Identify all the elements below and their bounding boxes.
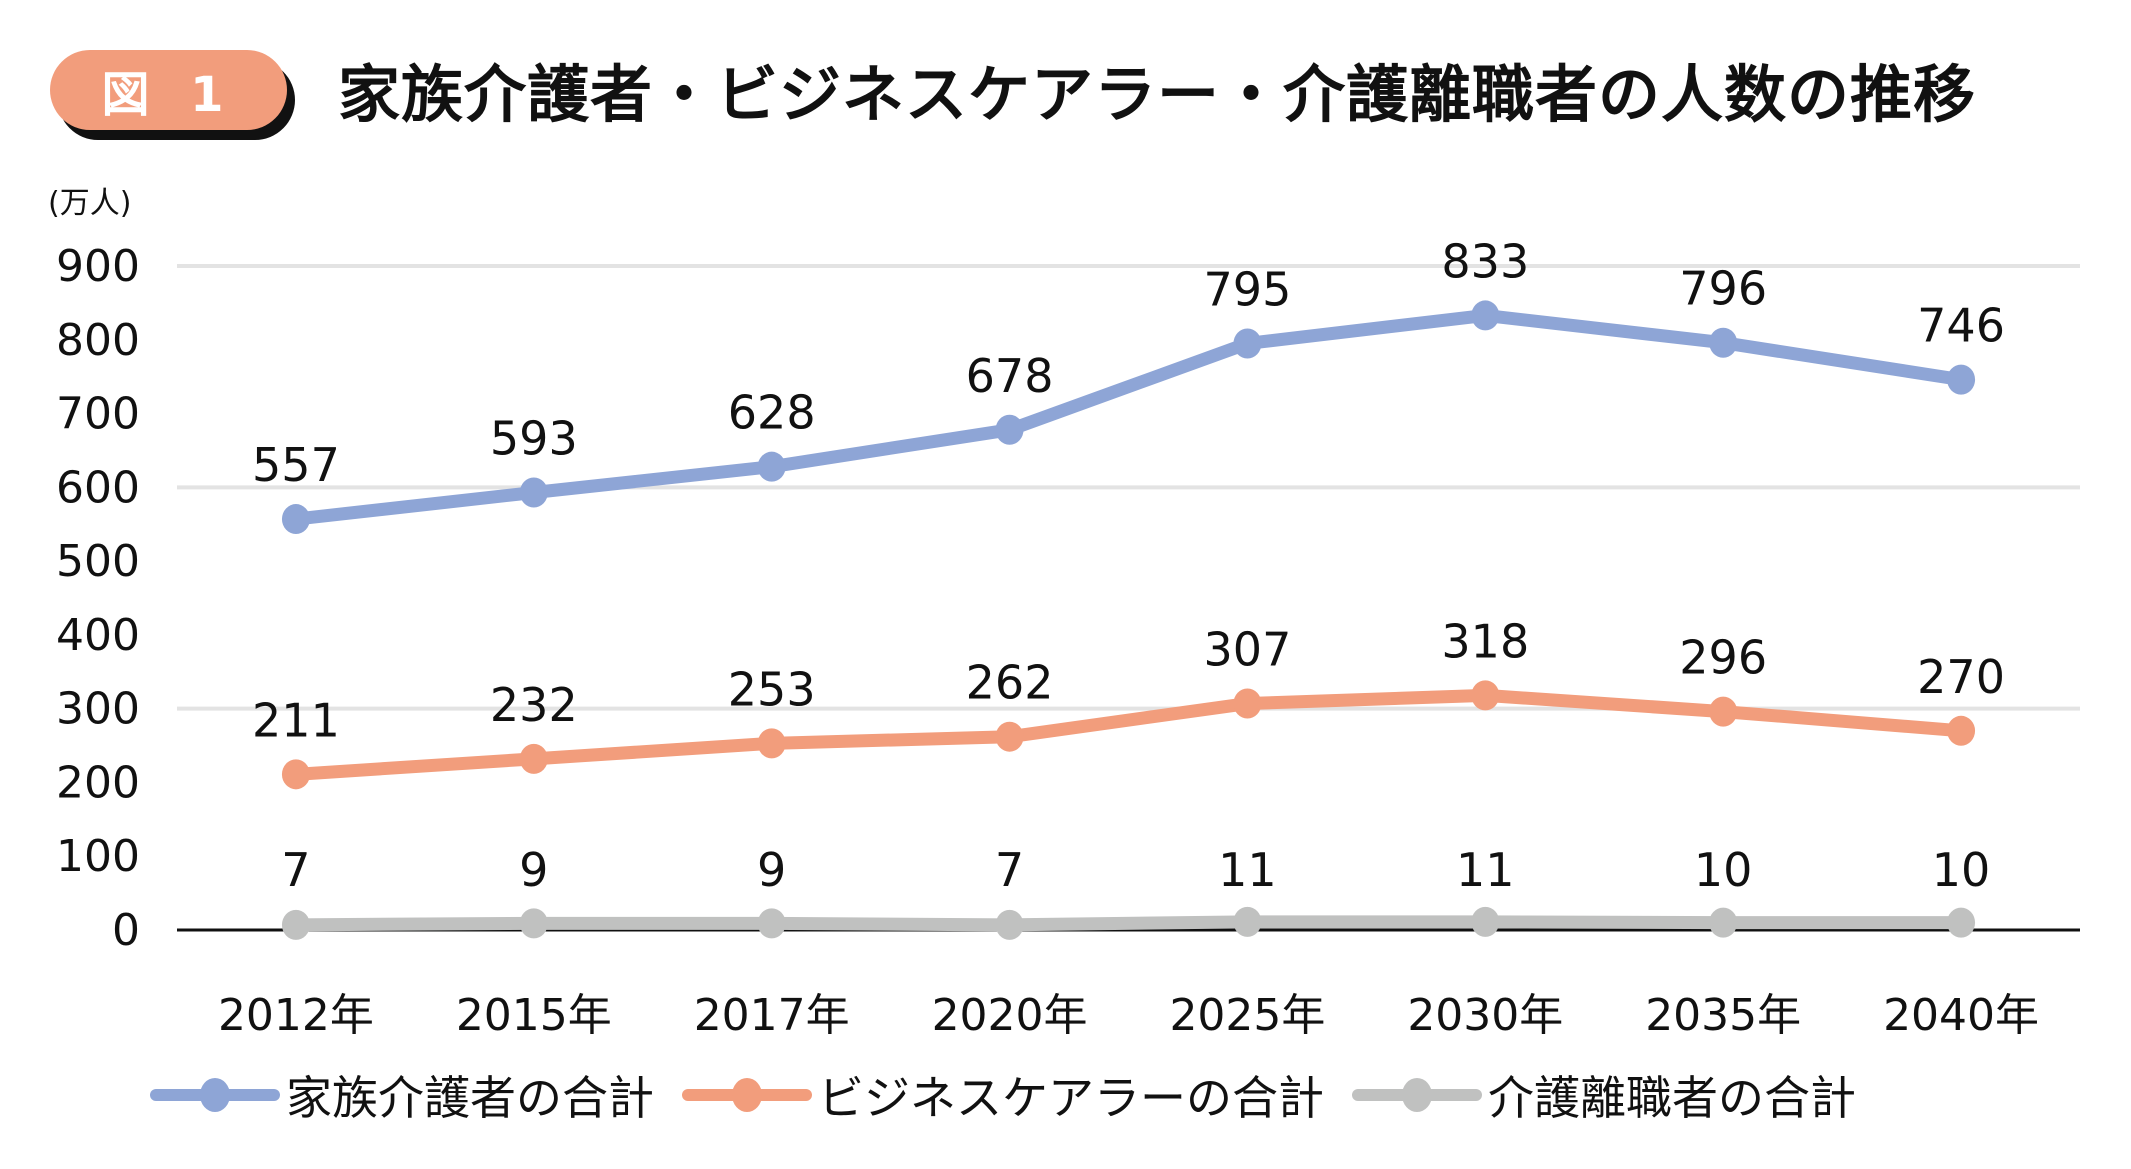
data-point [281,504,310,535]
data-label: 253 [728,662,816,716]
data-label: 296 [1679,631,1767,685]
figure-badge: 図 1 [50,50,295,140]
y-tick-label: 0 [112,905,140,956]
data-label: 7 [995,843,1024,897]
data-point [757,908,786,939]
y-tick-label: 800 [56,315,140,366]
data-point [757,451,786,482]
series-line-1 [295,688,1962,781]
data-point [281,759,310,790]
data-label: 10 [1932,843,1991,897]
data-point [1709,907,1738,938]
x-tick-label: 2017年 [694,990,850,1041]
data-point [995,909,1024,940]
data-point [281,909,310,940]
y-tick-label: 200 [56,757,140,808]
data-label: 833 [1441,234,1529,288]
chart-title: 家族介護者・ビジネスケアラー・介護離職者の人数の推移 [338,58,1977,131]
data-point [1709,327,1738,358]
figure-number: 図 1 [50,50,287,130]
data-label: 270 [1917,650,2005,704]
data-point [995,414,1024,445]
data-label: 593 [490,411,578,465]
series-line-0 [295,308,1963,526]
y-tick-label: 500 [56,536,140,587]
y-axis-unit-label: (万人) [48,186,132,221]
data-label: 307 [1204,623,1292,677]
y-tick-label: 400 [56,610,140,661]
y-tick-label: 300 [56,684,140,735]
data-label: 628 [728,386,816,440]
data-label: 11 [1456,843,1515,897]
data-label: 795 [1204,262,1292,316]
legend-item-0: 家族介護者の合計 [150,1062,654,1128]
data-point [1947,907,1976,938]
data-label: 9 [519,843,548,897]
data-label: 232 [490,678,578,732]
data-point [519,908,548,939]
legend: 家族介護者の合計 ビジネスケアラーの合計 介護離職者の合計 [150,1060,1856,1130]
data-point [1471,680,1500,711]
data-point [1947,364,1976,395]
x-tick-label: 2040年 [1883,990,2039,1041]
legend-item-2: 介護離職者の合計 [1352,1062,1856,1128]
y-tick-label: 700 [56,389,140,440]
data-label: 11 [1218,843,1277,897]
x-tick-label: 2035年 [1645,990,1801,1041]
legend-line-marker-icon [1352,1075,1482,1115]
legend-label: 介護離職者の合計 [1488,1071,1856,1125]
data-label: 7 [281,843,310,897]
series-group [281,300,1976,940]
data-point [1233,906,1262,937]
series-line-2 [295,915,1962,932]
data-point [1471,300,1500,331]
data-label: 262 [966,656,1054,710]
data-point [519,477,548,508]
data-point [1233,328,1262,359]
y-tick-label: 600 [56,462,140,513]
y-tick-label: 100 [56,831,140,882]
data-label: 678 [966,349,1054,403]
x-tick-label: 2015年 [456,990,612,1041]
data-labels: 7 9 9 7 11 11 10 10 211 232 253 262 307 318 296 270 557 5… [252,234,2005,897]
legend-label: ビジネスケアラーの合計 [818,1071,1324,1125]
data-point [1947,715,1976,746]
data-label: 10 [1694,843,1753,897]
data-point [1709,696,1738,727]
gridlines [177,264,2080,711]
data-label: 211 [252,693,340,747]
y-tick-label: 900 [56,241,140,292]
data-point [757,728,786,759]
legend-line-marker-icon [150,1075,280,1115]
legend-line-marker-icon [682,1075,812,1115]
data-point [1471,906,1500,937]
legend-label: 家族介護者の合計 [286,1071,654,1125]
x-tick-label: 2030年 [1407,990,1563,1041]
x-tick-label: 2020年 [932,990,1088,1041]
x-tick-label: 2025年 [1169,990,1325,1041]
data-point [1233,688,1262,719]
data-label: 796 [1679,262,1767,316]
x-axis-ticks: 2012年 2015年 2017年 2020年 2025年 2030年 2035年 2040年 [218,990,2039,1041]
data-label: 746 [1917,299,2005,353]
legend-item-1: ビジネスケアラーの合計 [682,1062,1324,1128]
data-label: 9 [757,843,786,897]
data-point [519,743,548,774]
x-tick-label: 2012年 [218,990,374,1041]
y-axis-ticks: 0 100 200 300 400 500 600 700 800 900 [56,241,140,956]
data-label: 318 [1441,614,1529,668]
data-point [995,721,1024,752]
data-label: 557 [252,438,340,492]
